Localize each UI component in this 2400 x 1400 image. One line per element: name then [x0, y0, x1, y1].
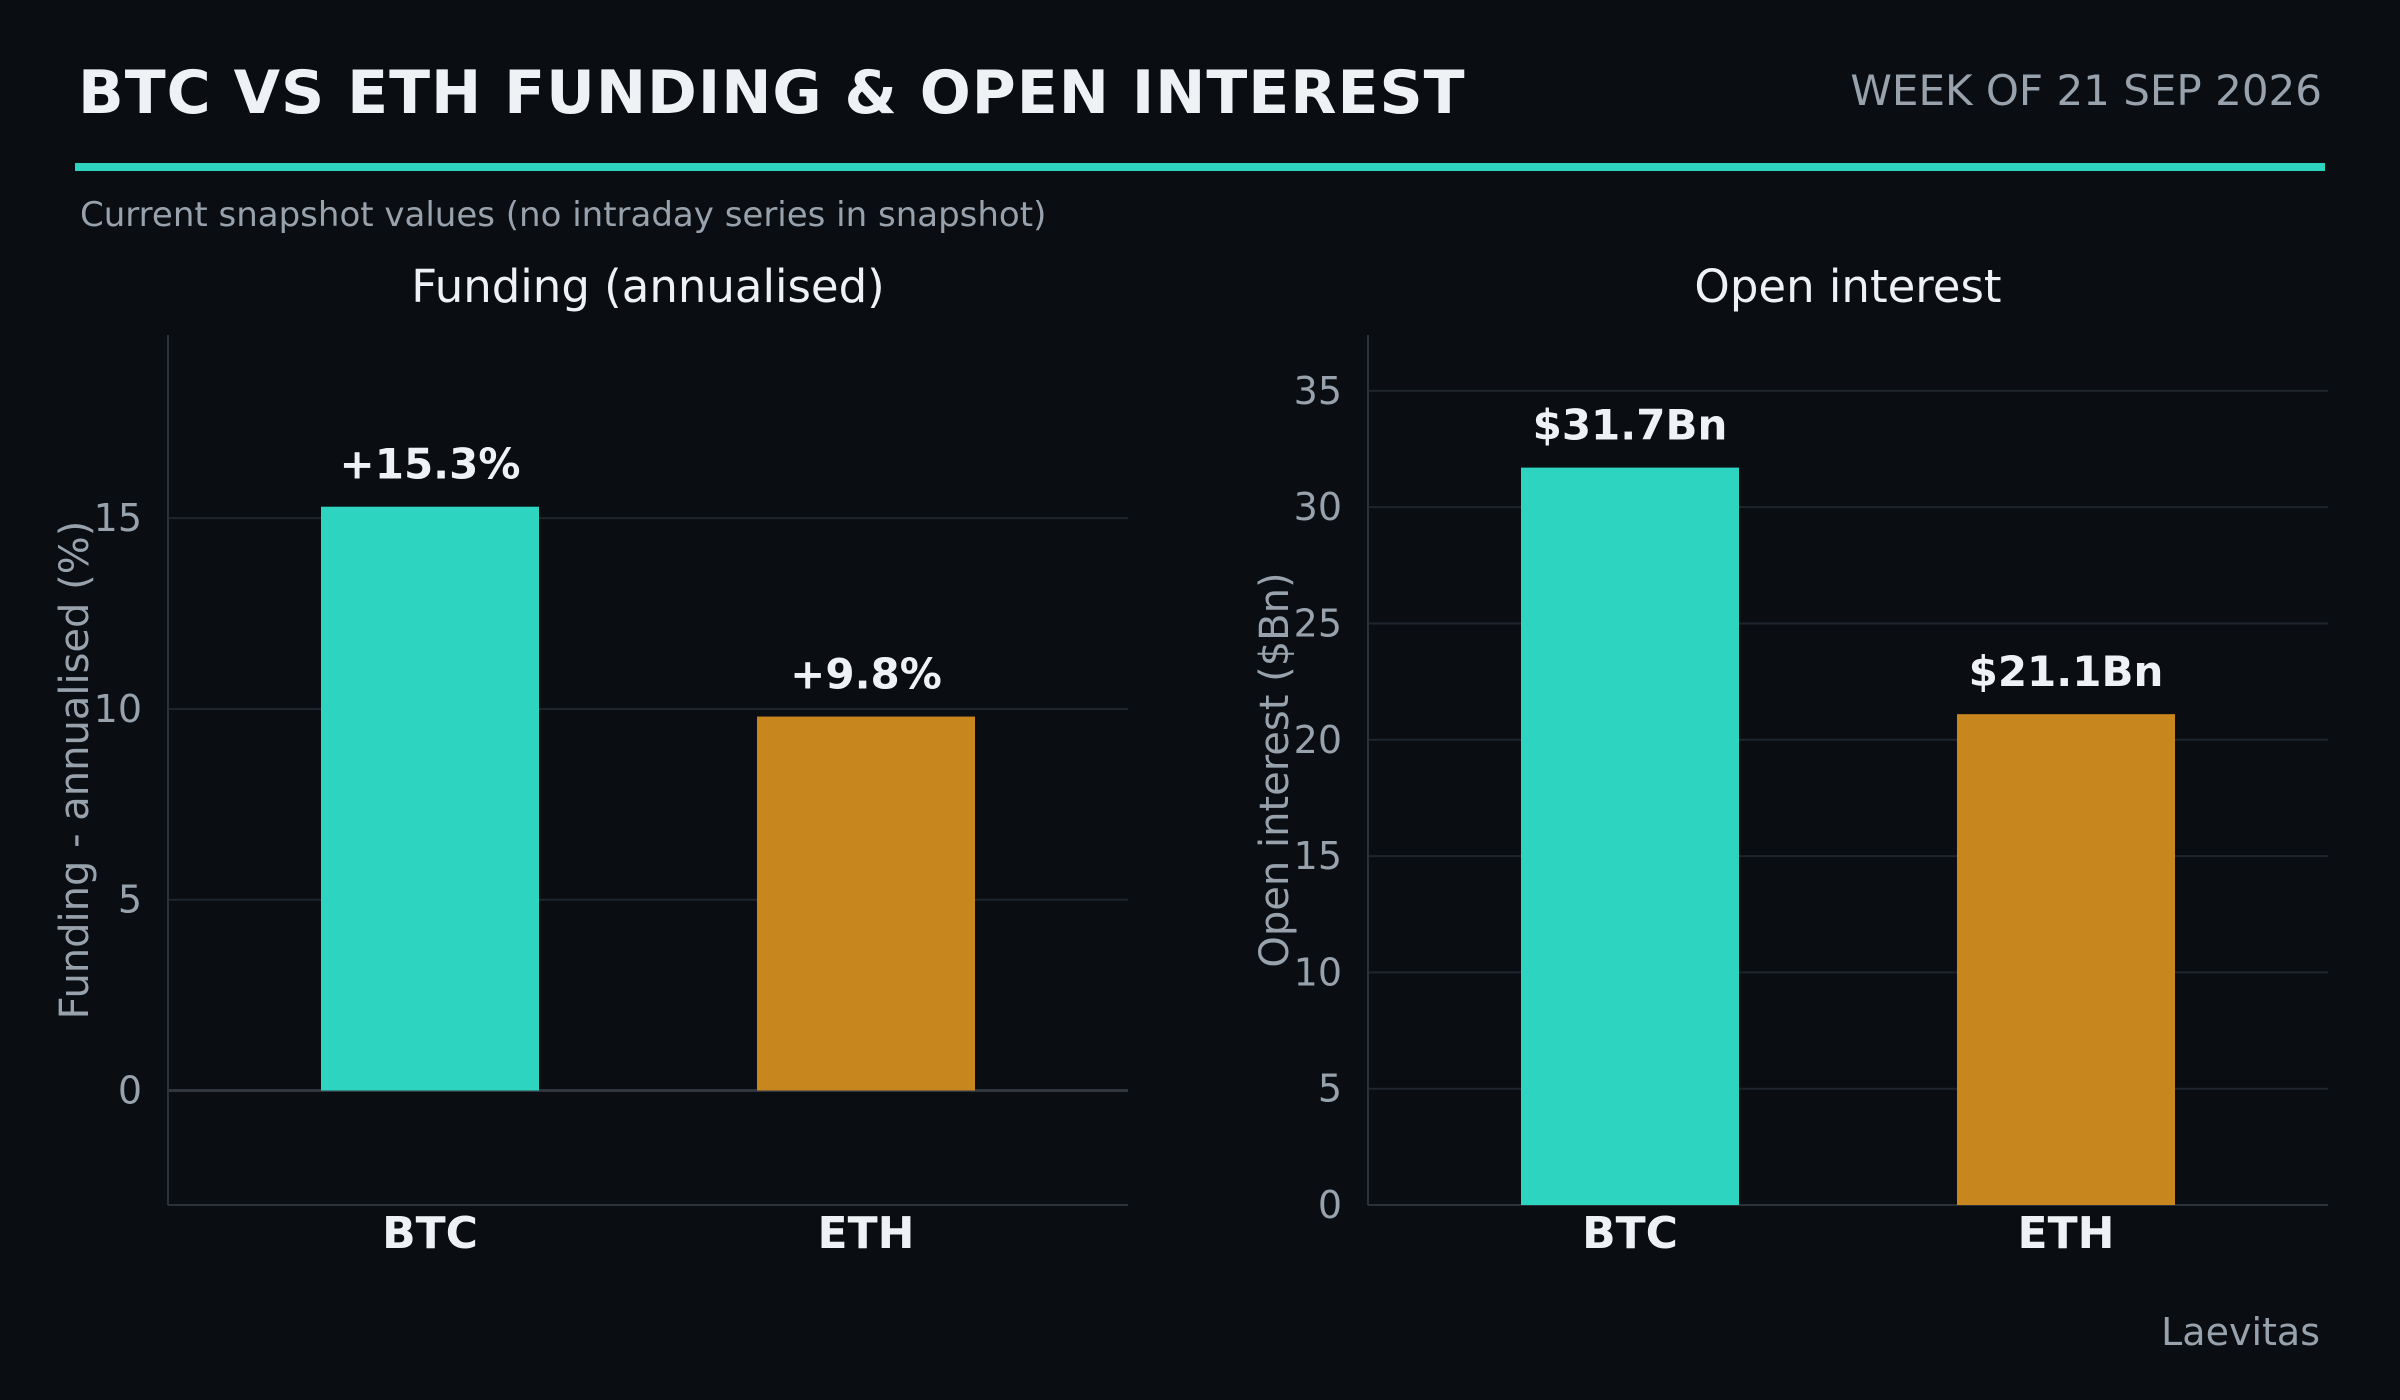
funding-bar-eth — [757, 716, 975, 1091]
open-interest-y-tick-label: 10 — [1294, 950, 1342, 994]
open-interest-y-axis-label: Open interest ($Bn) — [1252, 572, 1298, 967]
open-interest-panel-title: Open interest — [1694, 260, 2001, 313]
open-interest-y-tick-label: 25 — [1294, 601, 1342, 645]
open-interest-y-tick-label: 30 — [1294, 485, 1342, 529]
open-interest-bar-btc — [1521, 467, 1739, 1205]
funding-y-tick-label: 0 — [118, 1069, 142, 1113]
header-rule — [75, 163, 2325, 171]
open-interest-bar-eth — [1957, 714, 2175, 1205]
open-interest-data-label-eth: $21.1Bn — [1969, 647, 2164, 696]
funding-y-tick-label: 5 — [118, 878, 142, 922]
funding-category-label-btc: BTC — [382, 1208, 478, 1259]
funding-data-label-eth: +9.8% — [790, 650, 942, 699]
funding-y-axis-label: Funding - annualised (%) — [52, 521, 98, 1020]
open-interest-category-label-btc: BTC — [1582, 1208, 1678, 1259]
open-interest-y-tick-label: 0 — [1318, 1183, 1342, 1227]
page-subtitle: Current snapshot values (no intraday ser… — [80, 195, 1047, 235]
funding-bar-btc — [321, 506, 539, 1091]
open-interest-category-label-eth: ETH — [2018, 1208, 2115, 1259]
open-interest-data-label-btc: $31.7Bn — [1533, 401, 1728, 450]
source-label: Laevitas — [2161, 1310, 2320, 1354]
funding-y-tick-label: 10 — [94, 687, 142, 731]
funding-data-label-btc: +15.3% — [340, 440, 521, 489]
funding-category-label-eth: ETH — [818, 1208, 915, 1259]
open-interest-y-tick-label: 35 — [1294, 369, 1342, 413]
open-interest-y-tick-label: 5 — [1318, 1067, 1342, 1111]
page-title: BTC VS ETH FUNDING & OPEN INTEREST — [78, 58, 1466, 128]
funding-y-tick-label: 15 — [94, 496, 142, 540]
open-interest-y-tick-label: 15 — [1294, 834, 1342, 878]
funding-panel-title: Funding (annualised) — [411, 260, 884, 313]
open-interest-y-tick-label: 20 — [1294, 718, 1342, 762]
week-label: WEEK OF 21 SEP 2026 — [1850, 66, 2322, 115]
